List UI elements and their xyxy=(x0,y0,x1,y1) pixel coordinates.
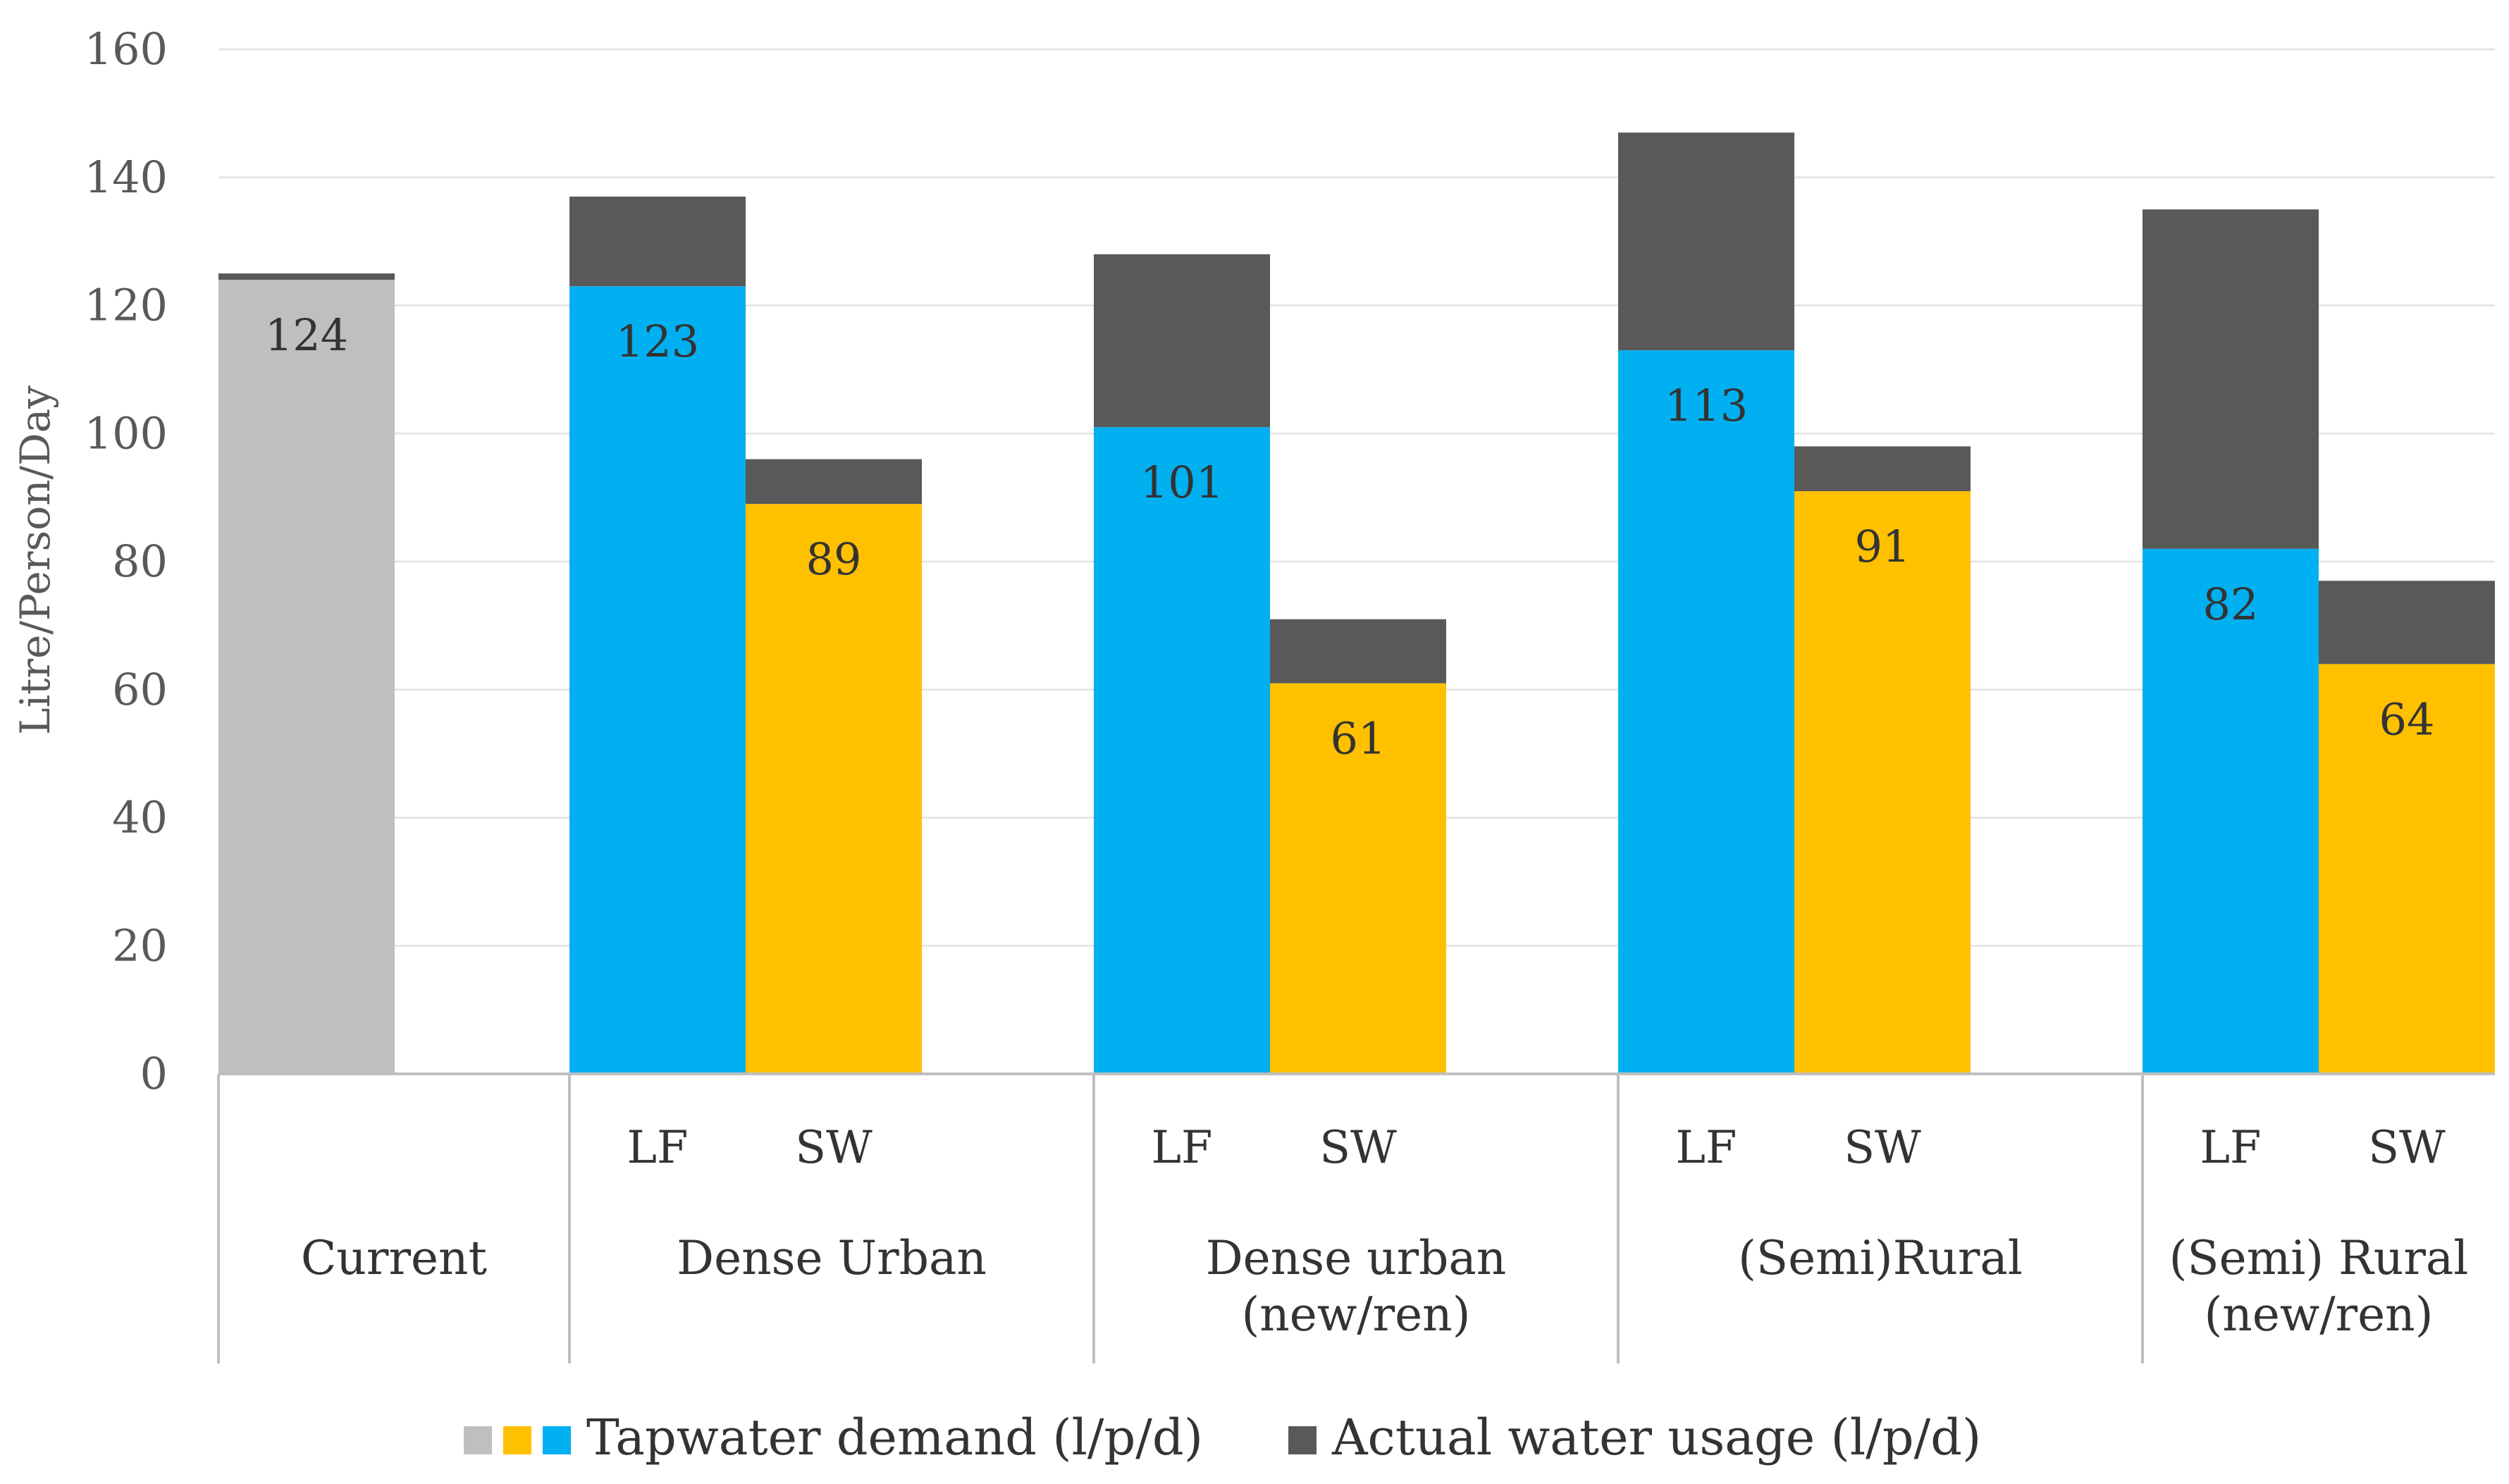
bar-usage-lf xyxy=(1618,132,1794,351)
y-tick-label: 40 xyxy=(112,792,168,843)
y-axis: 0 20 40 60 80 100 120 140 160 xyxy=(85,23,168,1099)
legend-swatch-LF xyxy=(543,1426,571,1454)
bar-usage-current xyxy=(218,273,395,280)
bar-usage-sw xyxy=(1794,446,1971,492)
y-tick-label: 120 xyxy=(85,280,168,331)
data-label: 64 xyxy=(2379,693,2435,745)
bar-demand-lf xyxy=(569,286,746,1074)
bar-demand-sw xyxy=(1270,683,1446,1074)
data-label: 82 xyxy=(2203,579,2259,630)
legend-swatch-current xyxy=(464,1426,492,1454)
bar-demand-lf xyxy=(1618,350,1794,1074)
legend-label: Tapwater demand (l/p/d) xyxy=(586,1409,1203,1466)
category-label: (Semi)Rural xyxy=(1738,1231,2023,1285)
data-label: 61 xyxy=(1331,713,1386,765)
y-axis-title: Litre/Person/Day xyxy=(11,385,59,735)
sub-category-label: SW xyxy=(795,1122,873,1174)
sub-category-label: SW xyxy=(1319,1122,1397,1174)
category-label: (Semi) Rural xyxy=(2169,1231,2469,1285)
bar-demand-lf xyxy=(2143,548,2319,1074)
bar-demand-lf xyxy=(1094,427,1270,1074)
data-label: 89 xyxy=(806,533,862,585)
y-tick-label: 60 xyxy=(112,664,168,715)
category-label: Current xyxy=(301,1231,487,1285)
data-label: 91 xyxy=(1855,521,1911,572)
data-label: 113 xyxy=(1665,380,1748,431)
y-tick-label: 0 xyxy=(140,1048,168,1099)
legend-label: Actual water usage (l/p/d) xyxy=(1331,1409,1981,1466)
sub-category-label: LF xyxy=(627,1122,689,1174)
data-label: 124 xyxy=(265,309,348,361)
sub-category-label: SW xyxy=(2368,1122,2446,1174)
bar-usage-sw xyxy=(1270,619,1446,684)
bar-demand-current xyxy=(218,280,395,1074)
legend-swatch-usage xyxy=(1288,1426,1317,1454)
category-label: (new/ren) xyxy=(1242,1287,1471,1342)
y-tick-label: 160 xyxy=(85,23,168,75)
bar-demand-sw xyxy=(746,504,922,1074)
data-label: 101 xyxy=(1140,457,1223,508)
y-tick-label: 80 xyxy=(112,536,168,587)
bar-demand-sw xyxy=(1794,491,1971,1074)
sub-category-label: LF xyxy=(1152,1122,1213,1174)
data-label: 123 xyxy=(616,316,699,367)
y-tick-label: 100 xyxy=(85,407,168,459)
sub-category-label: LF xyxy=(2200,1122,2262,1174)
legend-swatch-SW xyxy=(503,1426,531,1454)
legend: Tapwater demand (l/p/d) Actual water usag… xyxy=(464,1409,1981,1466)
bar-usage-sw xyxy=(2319,581,2495,664)
sub-category-label: SW xyxy=(1844,1122,1921,1174)
bar-usage-lf xyxy=(2143,209,2319,549)
y-tick-label: 140 xyxy=(85,152,168,203)
bar-usage-lf xyxy=(569,197,746,287)
sub-category-label: LF xyxy=(1676,1122,1737,1174)
bars: 124 123 89 101 61 113 91 82 64 xyxy=(218,132,2495,1074)
category-label: (new/ren) xyxy=(2205,1287,2434,1342)
category-label: Dense Urban xyxy=(677,1231,987,1285)
category-label: Dense urban xyxy=(1206,1231,1507,1285)
bar-usage-lf xyxy=(1094,254,1270,428)
bar-demand-sw xyxy=(2319,664,2495,1074)
y-tick-label: 20 xyxy=(112,920,168,971)
bar-usage-sw xyxy=(746,459,922,505)
